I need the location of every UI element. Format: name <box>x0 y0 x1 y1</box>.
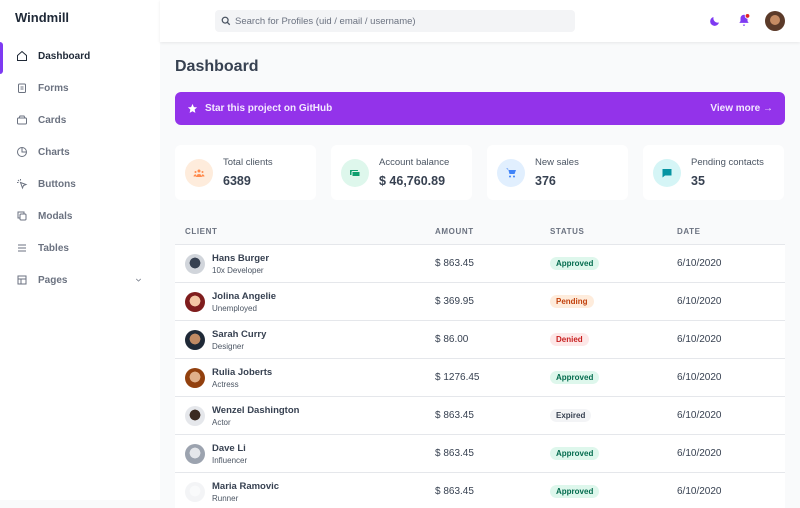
client-role: 10x Developer <box>212 266 264 275</box>
stat-label: New sales <box>535 157 579 168</box>
profile-avatar[interactable] <box>765 11 785 31</box>
date: 6/10/2020 <box>677 486 722 497</box>
column-header: AMOUNT <box>435 227 474 236</box>
search-placeholder: Search for Profiles (uid / email / usern… <box>235 15 416 27</box>
nav-item[interactable]: Dashboard <box>0 40 160 72</box>
nav-item[interactable]: Forms <box>0 72 160 104</box>
date: 6/10/2020 <box>677 410 722 421</box>
nav-item[interactable]: Tables <box>0 232 160 264</box>
column-header: DATE <box>677 227 701 236</box>
date: 6/10/2020 <box>677 372 722 383</box>
client-avatar <box>185 482 205 502</box>
client-name: Wenzel Dashington <box>212 405 300 416</box>
stat-card: Pending contacts 35 <box>643 145 784 200</box>
client-avatar <box>185 330 205 350</box>
client-avatar <box>185 254 205 274</box>
nav-item[interactable]: Charts <box>0 136 160 168</box>
client-name: Rulia Joberts <box>212 367 273 378</box>
nav-label: Dashboard <box>38 50 91 62</box>
clients-table: CLIENT AMOUNT STATUS DATE Hans Burger 10x… <box>175 218 785 508</box>
date: 6/10/2020 <box>677 448 722 459</box>
table-row: Wenzel Dashington Actor $ 863.45 Expired 6/1… <box>175 397 785 435</box>
status-badge: Approved <box>550 371 600 384</box>
stat-value: 6389 <box>223 174 251 188</box>
client-role: Actor <box>212 418 231 427</box>
theme-toggle[interactable] <box>709 15 721 27</box>
amount: $ 1276.45 <box>435 372 480 383</box>
brand[interactable]: Windmill <box>15 10 70 25</box>
nav-label: Buttons <box>38 178 76 190</box>
sidebar: Windmill Dashboard Forms Cards Charts Bu… <box>0 0 160 500</box>
status-badge: Approved <box>550 257 600 270</box>
status-badge: Pending <box>550 295 594 308</box>
date: 6/10/2020 <box>677 334 722 345</box>
nav-label: Forms <box>38 82 69 94</box>
amount: $ 86.00 <box>435 334 469 345</box>
table-row: Maria Ramovic Runner $ 863.45 Approved 6/10/… <box>175 473 785 508</box>
stat-card: Total clients 6389 <box>175 145 316 200</box>
nav-item[interactable]: Modals <box>0 200 160 232</box>
banner-link[interactable]: View more → <box>710 103 773 114</box>
client-name: Jolina Angelie <box>212 291 277 302</box>
client-role: Actress <box>212 380 239 389</box>
table-row: Sarah Curry Designer $ 86.00 Denied 6/10/202… <box>175 321 785 359</box>
amount: $ 863.45 <box>435 448 474 459</box>
status-badge: Expired <box>550 409 592 422</box>
nav-label: Pages <box>38 274 68 286</box>
client-name: Hans Burger <box>212 253 270 264</box>
client-avatar <box>185 292 205 312</box>
amount: $ 863.45 <box>435 410 474 421</box>
amount: $ 863.45 <box>435 486 474 497</box>
column-header: STATUS <box>550 227 585 236</box>
client-name: Sarah Curry <box>212 329 267 340</box>
date: 6/10/2020 <box>677 296 722 307</box>
client-avatar <box>185 368 205 388</box>
stat-value: 35 <box>691 174 705 188</box>
page-title: Dashboard <box>175 58 259 75</box>
nav-item[interactable]: Cards <box>0 104 160 136</box>
banner-text: Star this project on GitHub <box>205 103 333 114</box>
column-header: CLIENT <box>185 227 218 236</box>
nav-label: Cards <box>38 114 67 126</box>
client-role: Designer <box>212 342 245 351</box>
table-row: Dave Li Influencer $ 863.45 Approved 6/10/20… <box>175 435 785 473</box>
active-indicator <box>0 42 3 74</box>
stat-value: $ 46,760.89 <box>379 174 446 188</box>
table-row: Hans Burger 10x Developer $ 863.45 Approved… <box>175 245 785 283</box>
client-name: Dave Li <box>212 443 246 454</box>
table-header: CLIENT AMOUNT STATUS DATE <box>175 218 785 245</box>
client-role: Runner <box>212 494 239 503</box>
notifications[interactable] <box>737 13 751 27</box>
github-banner[interactable]: Star this project on GitHub View more → <box>175 92 785 125</box>
nav-label: Modals <box>38 210 73 222</box>
amount: $ 369.95 <box>435 296 474 307</box>
status-badge: Approved <box>550 485 600 498</box>
status-badge: Approved <box>550 447 600 460</box>
stat-value: 376 <box>535 174 556 188</box>
client-name: Maria Ramovic <box>212 481 280 492</box>
search-input[interactable]: Search for Profiles (uid / email / usern… <box>215 10 575 32</box>
date: 6/10/2020 <box>677 258 722 269</box>
star-icon <box>187 103 198 113</box>
amount: $ 863.45 <box>435 258 474 269</box>
table-row: Rulia Joberts Actress $ 1276.45 Approved 6/1… <box>175 359 785 397</box>
stat-label: Total clients <box>223 157 273 168</box>
nav-label: Tables <box>38 242 69 254</box>
nav-item[interactable]: Pages <box>0 264 160 296</box>
search-icon <box>221 16 231 26</box>
table-row: Jolina Angelie Unemployed $ 369.95 Pending 6… <box>175 283 785 321</box>
nav-item[interactable]: Buttons <box>0 168 160 200</box>
client-role: Unemployed <box>212 304 257 313</box>
chevron <box>135 278 142 282</box>
client-avatar <box>185 444 205 464</box>
client-role: Influencer <box>212 456 248 465</box>
client-avatar <box>185 406 205 426</box>
stat-label: Pending contacts <box>691 157 764 168</box>
status-badge: Denied <box>550 333 589 346</box>
stat-card: New sales 376 <box>487 145 628 200</box>
stat-card: Account balance $ 46,760.89 <box>331 145 472 200</box>
nav-label: Charts <box>38 146 70 158</box>
stat-label: Account balance <box>379 157 450 168</box>
